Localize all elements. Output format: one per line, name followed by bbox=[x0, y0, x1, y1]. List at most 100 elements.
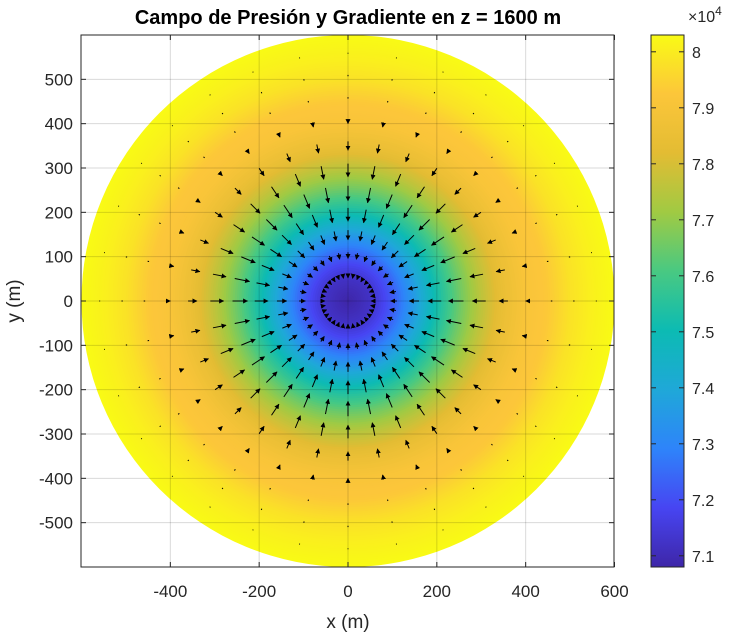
x-tick-label: -200 bbox=[242, 582, 276, 601]
gradient-arrow bbox=[385, 393, 393, 408]
gradient-arrow bbox=[462, 247, 476, 255]
gradient-arrow bbox=[522, 475, 525, 477]
gradient-arrow bbox=[358, 231, 364, 242]
gradient-arrow bbox=[459, 468, 462, 471]
gradient-arrow bbox=[418, 219, 431, 231]
gradient-arrow bbox=[241, 256, 256, 264]
gradient-arrow bbox=[200, 239, 209, 244]
colorbar-exponent: ×104 bbox=[688, 4, 722, 26]
gradient-arrow bbox=[171, 125, 174, 127]
gradient-arrow bbox=[450, 224, 463, 233]
x-axis-label: x (m) bbox=[326, 612, 369, 633]
gradient-arrow bbox=[288, 334, 298, 341]
gradient-arrow bbox=[431, 236, 445, 246]
gradient-arrow bbox=[404, 323, 414, 329]
colorbar-ticks: 7.1 7.2 7.3 7.4 7.5 7.6 7.7 7.8 7.9 8 bbox=[651, 45, 714, 566]
gradient-arrow bbox=[371, 335, 377, 342]
gradient-arrow bbox=[416, 186, 425, 199]
gradient-arrow bbox=[214, 384, 223, 391]
gradient-arrow bbox=[320, 166, 326, 180]
gradient-arrow bbox=[217, 170, 223, 176]
gradient-arrow bbox=[269, 487, 272, 490]
gradient-arrow bbox=[294, 173, 301, 187]
y-tick-label: 200 bbox=[45, 203, 73, 222]
gradient-arrow bbox=[414, 344, 426, 354]
gradient-arrow bbox=[395, 415, 402, 429]
gradient-arrow bbox=[403, 383, 413, 398]
gradient-arrow bbox=[286, 153, 291, 163]
gradient-arrow bbox=[178, 229, 185, 234]
gradient-arrow bbox=[381, 122, 386, 128]
gradient-arrow bbox=[371, 260, 377, 267]
gradient-arrow bbox=[278, 311, 289, 317]
x-tick-label: 200 bbox=[423, 582, 451, 601]
gradient-arrow bbox=[265, 371, 278, 383]
gradient-arrow bbox=[283, 204, 293, 219]
gradient-arrow bbox=[221, 487, 224, 490]
gradient-arrow bbox=[191, 328, 201, 334]
gradient-arrow bbox=[269, 112, 272, 115]
gradient-arrow bbox=[311, 214, 318, 228]
gradient-arrow bbox=[398, 334, 408, 341]
gradient-arrow bbox=[506, 140, 509, 143]
gradient-arrow bbox=[404, 234, 415, 245]
gradient-arrow bbox=[323, 313, 330, 319]
gradient-arrow bbox=[187, 140, 190, 143]
colorbar-tick-label: 7.2 bbox=[692, 493, 714, 510]
gradient-arrow bbox=[203, 156, 206, 159]
gradient-arrow bbox=[472, 112, 475, 115]
gradient-arrow bbox=[178, 368, 185, 373]
gradient-arrow bbox=[445, 278, 462, 284]
gradient-arrow bbox=[330, 276, 336, 283]
chart-title: Campo de Presión y Gradiente en z = 1600… bbox=[135, 7, 561, 29]
gradient-arrow bbox=[261, 264, 275, 272]
gradient-arrow bbox=[327, 255, 333, 263]
gradient-arrow bbox=[440, 338, 455, 346]
gradient-arrow bbox=[381, 241, 388, 251]
colorbar bbox=[650, 34, 685, 568]
gradient-arrow bbox=[377, 330, 384, 337]
gradient-arrow bbox=[435, 203, 446, 214]
gradient-arrow bbox=[275, 464, 281, 470]
gradient-arrow bbox=[446, 448, 452, 454]
gradient-arrow bbox=[310, 474, 315, 480]
gradient-arrow bbox=[534, 222, 537, 225]
gradient-arrow bbox=[363, 255, 369, 263]
gradient-arrow bbox=[362, 209, 367, 224]
gradient-arrow bbox=[431, 168, 438, 177]
gradient-arrow bbox=[370, 235, 376, 245]
gradient-arrow bbox=[308, 241, 315, 251]
gradient-arrow bbox=[366, 187, 372, 204]
gradient-arrow bbox=[234, 318, 251, 324]
gradient-arrow bbox=[214, 211, 223, 218]
gradient-arrow bbox=[324, 187, 330, 204]
gradient-arrow bbox=[390, 343, 399, 352]
gradient-arrow bbox=[418, 371, 431, 383]
gradient-arrow bbox=[265, 219, 278, 231]
colorbar-exponent-value: 4 bbox=[715, 4, 722, 18]
gradient-arrow bbox=[495, 399, 501, 405]
gradient-arrow bbox=[446, 148, 452, 154]
gradient-arrow bbox=[362, 378, 367, 393]
y-tick-label: -500 bbox=[39, 514, 73, 533]
gradient-arrow bbox=[368, 309, 375, 314]
gradient-arrow bbox=[244, 148, 250, 154]
gradient-arrow bbox=[177, 412, 181, 415]
gradient-arrow bbox=[363, 279, 370, 286]
gradient-arrow bbox=[335, 274, 340, 281]
gradient-arrow bbox=[251, 236, 265, 246]
gradient-arrow bbox=[271, 403, 280, 416]
gradient-arrow bbox=[260, 508, 263, 511]
y-axis: 500 400 300 200 100 0 -100 -200 -300 -400 -500 bbox=[39, 70, 614, 533]
gradient-arrow bbox=[462, 347, 476, 355]
gradient-arrow bbox=[407, 285, 418, 291]
gradient-arrow bbox=[405, 439, 410, 449]
gradient-arrow bbox=[511, 368, 518, 373]
gradient-arrow bbox=[319, 260, 325, 267]
gradient-arrow bbox=[407, 311, 418, 317]
gradient-arrow bbox=[378, 374, 385, 388]
gradient-arrow bbox=[159, 222, 162, 225]
gradient-arrow bbox=[295, 366, 304, 379]
y-tick-label: -100 bbox=[39, 336, 73, 355]
